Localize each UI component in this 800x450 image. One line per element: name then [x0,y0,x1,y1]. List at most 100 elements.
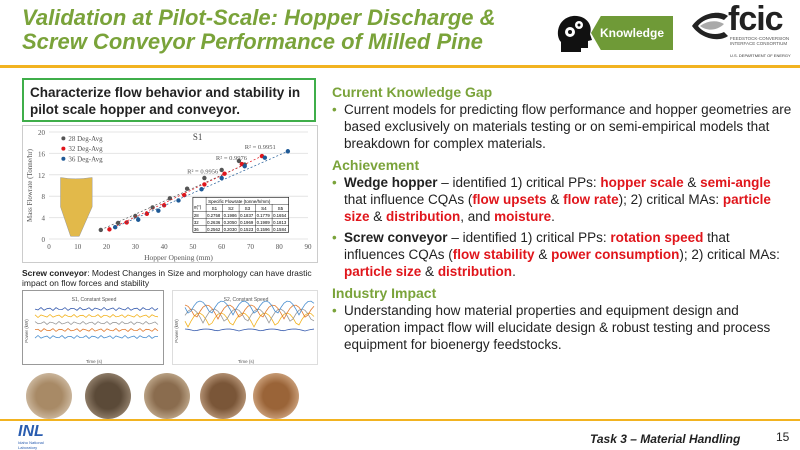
x-tick-label: 90 [305,243,313,251]
data-point [242,164,247,169]
mini-x-label: Time (s) [86,359,103,364]
trendline [109,155,263,230]
mini-y-label: Power (kW) [174,319,179,343]
slide-title: Validation at Pilot-Scale: Hopper Discha… [22,5,496,54]
knowledge-label: Knowledge [591,16,673,50]
data-point [107,227,112,232]
data-point [182,192,187,198]
table-cell: 0.2050 [224,220,238,225]
table-cell: 28 [194,213,199,218]
r-squared-label: R² = 0.9956 [187,169,219,176]
data-point [156,208,161,213]
table-cell: 0.1779 [257,213,271,218]
legend-label: 36 Deg-Avg [68,155,103,163]
data-point [262,155,268,160]
hopper-diagram [60,177,93,237]
flowrate-table [192,196,289,233]
power-series-line [34,313,159,319]
power-chart-s2: S2, Constant Speed Time (s) Power (kW) [172,290,318,365]
mini-chart-title: S2, Constant Speed [224,297,269,303]
data-point [236,158,242,164]
x-tick-label: 60 [218,243,226,251]
x-tick-label: 30 [132,243,140,251]
table-cell: 0.2636 [207,220,221,225]
x-tick-label: 0 [47,243,51,251]
table-cell: 0.1813 [273,220,287,225]
content-column: Current Knowledge Gap Current models for… [332,80,792,357]
data-point [222,171,227,176]
bottom-divider [0,419,800,421]
scatter-plot: 0 4 8 12 16 20 0 10 20 30 40 50 60 70 80 90 Hopper Openi… [26,129,313,262]
data-point [184,186,190,191]
table-cell: 0.1584 [273,227,287,232]
table-cell: 0.1654 [273,213,287,218]
y-tick-label: 16 [38,150,46,158]
impact-bullet: Understanding how material properties an… [332,302,792,353]
page-number: 15 [776,430,790,444]
screw-conveyor-caption: Screw conveyor: Modest Changes in Size a… [22,268,312,288]
data-point [202,175,207,181]
table-cell: 0.1523 [240,227,254,232]
table-header: S2 [228,206,234,211]
table-header: S4 [261,206,267,211]
mini-chart-title: S1, Constant Speed [72,297,117,303]
power-series-line [184,300,315,316]
heading-achievement: Achievement [332,157,420,173]
data-point [202,182,207,187]
eye-icon [692,12,728,40]
x-tick-label: 40 [161,243,169,251]
screw-conveyor-bullet: Screw conveyor – identified 1) critical … [332,229,792,280]
data-point [98,227,104,233]
power-chart-s1: S1, Constant Speed Time (s) Power (kW) [22,290,164,365]
top-divider [0,65,800,68]
x-tick-label: 50 [189,243,197,251]
power-series-line [184,328,315,332]
legend-marker [61,136,66,141]
gap-bullet: Current models for predicting flow perfo… [332,101,792,152]
data-point [219,175,224,181]
table-cell: 0.1989 [257,220,271,225]
chart-title: S1 [193,132,203,142]
table-cell: 0.1596 [257,227,271,232]
data-point [133,213,138,219]
milled-pine-sample-1 [26,373,72,419]
legend-marker [61,146,66,151]
table-cell: 0.2030 [224,227,238,232]
table-cell: 32 [194,220,199,225]
power-series-line [184,308,315,324]
heading-impact: Industry Impact [332,285,437,301]
table-header: S3 [245,206,251,211]
x-tick-label: 20 [103,243,111,251]
milled-pine-sample-4 [200,373,246,419]
power-series-line [34,334,159,340]
data-point [115,220,121,226]
x-axis-label: Hopper Opening (mm) [144,253,213,262]
y-tick-label: 20 [38,129,46,137]
x-tick-label: 10 [74,243,82,251]
inl-logo: INL Idaho National Laboratory [18,423,44,450]
objective-box: Characterize flow behavior and stability… [22,78,316,122]
milled-pine-sample-5 [253,373,299,419]
table-cell: 0.2562 [207,227,221,232]
legend-marker [61,156,66,161]
table-header: S5 [278,206,284,211]
legend-label: 32 Deg-Avg [68,145,103,153]
data-point [219,167,224,173]
power-series-line [34,306,159,312]
y-tick-label: 8 [42,193,46,201]
table-cell: 0.1969 [240,220,254,225]
x-tick-label: 70 [247,243,255,251]
y-axis-label: Mass Flowrate (Tonne/hr) [26,148,34,222]
table-cell: 0.1837 [240,213,254,218]
data-point [161,203,167,208]
data-point [136,217,141,222]
r-squared-label: R² = 0.9976 [216,155,248,162]
x-tick-label: 80 [276,243,284,251]
fcic-logo: fcic FEEDSTOCK-CONVERSION INTERFACE CONS… [690,0,795,62]
table-cell: 36 [194,227,199,232]
table-title: Specific Flowrate (tonne/h/mm) [208,199,271,204]
milled-pine-sample-3 [144,373,190,419]
power-series-line [34,327,159,333]
data-point [144,211,150,217]
data-point [150,205,155,210]
